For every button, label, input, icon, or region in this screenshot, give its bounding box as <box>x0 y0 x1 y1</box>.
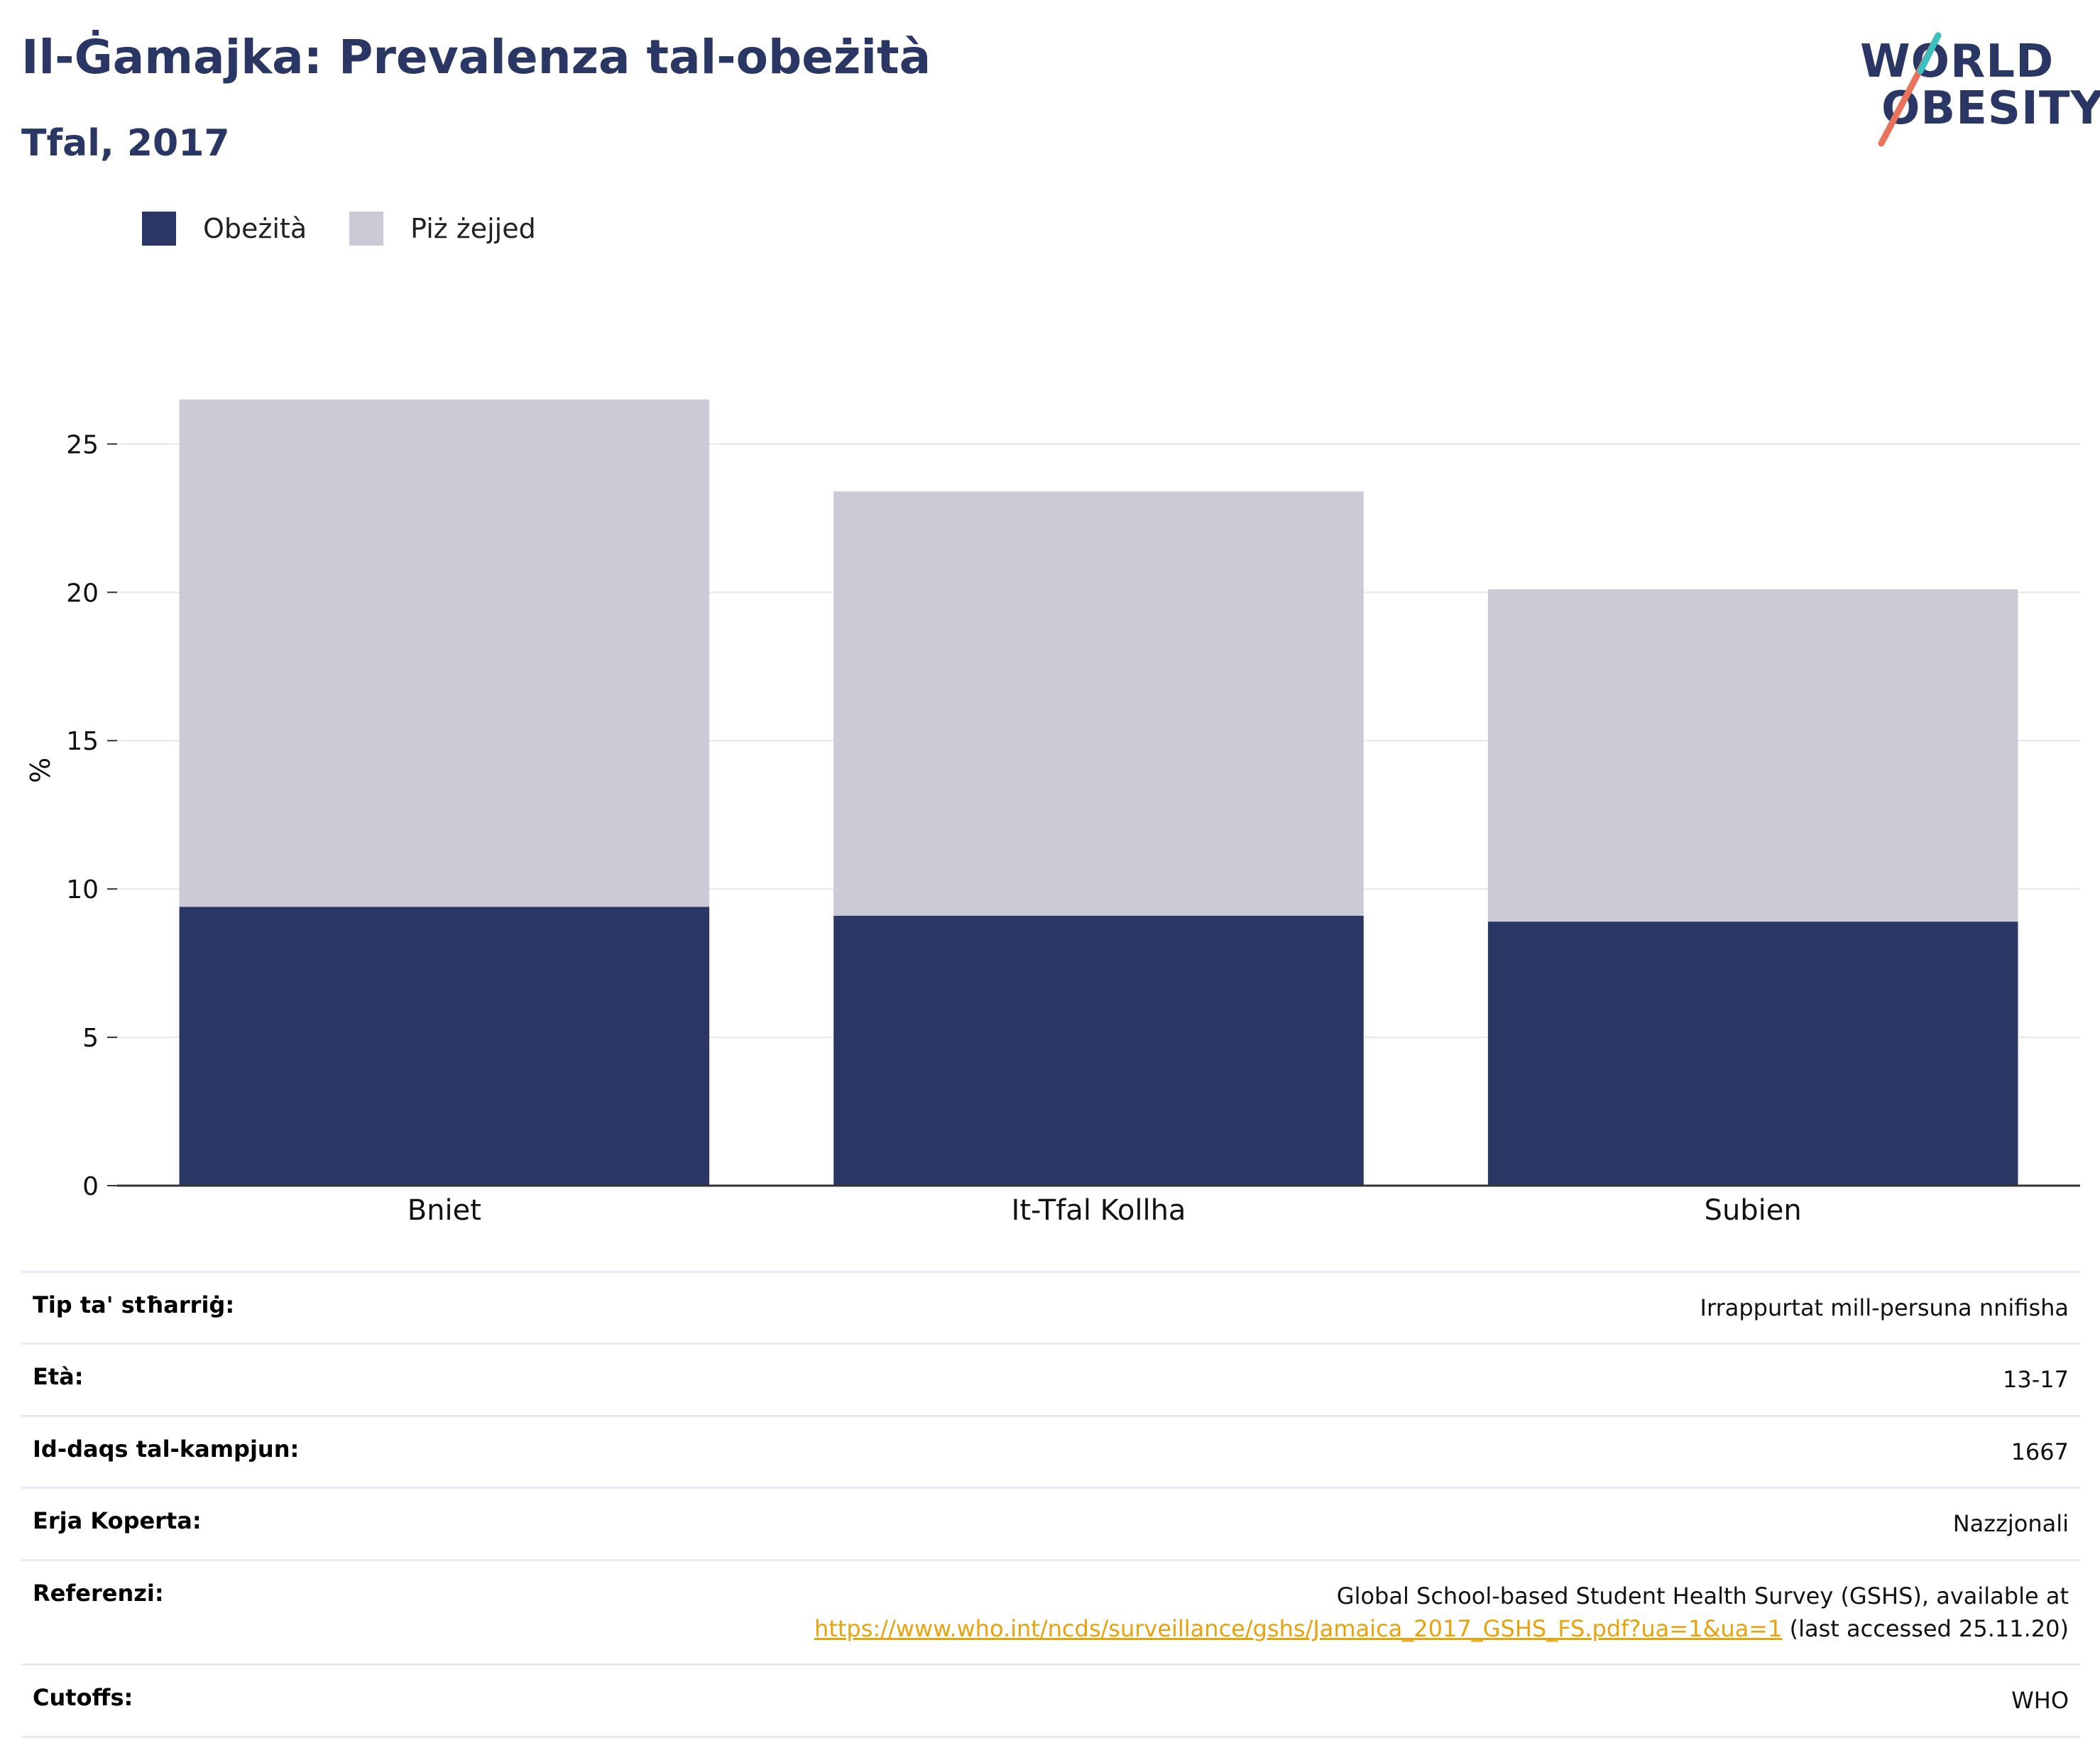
chart-legend: Obeżità Piż żejjed <box>142 212 579 246</box>
y-axis-label: % <box>25 758 56 783</box>
info-value: Irrappurtat mill-persuna nnifisha <box>1700 1294 2069 1321</box>
bar-obesity <box>1487 922 2018 1186</box>
y-tick-label: 15 <box>66 727 99 756</box>
y-tick-label: 10 <box>66 875 99 904</box>
info-value: Global School-based Student Health Surve… <box>814 1580 2069 1646</box>
legend-label-obesity: Obeżità <box>203 213 307 244</box>
chart-subtitle: Tfal, 2017 <box>21 122 230 165</box>
bar-overweight <box>1487 589 2018 922</box>
info-row-cutoffs: Cutoffs: WHO <box>21 1663 2080 1738</box>
info-value: WHO <box>2011 1687 2069 1715</box>
info-row-age: Età: 13-17 <box>21 1343 2080 1414</box>
info-label: Referenzi: <box>33 1579 164 1607</box>
legend-item-obesity: Obeżità <box>142 212 307 246</box>
logo-line1: WORLD <box>1860 35 2055 88</box>
info-value: Nazzjonali <box>1952 1510 2069 1538</box>
legend-label-overweight: Piż żejjed <box>410 213 536 244</box>
x-tick-label: It-Tfal Kollha <box>1012 1194 1186 1227</box>
bar-chart: 0 5 10 15 20 25% Bniet It-Tfal Kollha Subien <box>25 399 2080 1227</box>
bar-obesity <box>179 907 710 1186</box>
info-row-survey-type: Tip ta' stħarriġ: Irrappurtat mill-persu… <box>21 1271 2080 1343</box>
legend-item-overweight: Piż żejjed <box>349 212 536 246</box>
info-label: Tip ta' stħarriġ: <box>33 1291 235 1318</box>
chart-title: Il-Ġamajka: Prevalenza tal-obeżità <box>21 30 931 84</box>
bar-obesity <box>833 915 1364 1186</box>
logo-line2: OBESITY <box>1881 82 2100 135</box>
info-value: 13-17 <box>2003 1366 2069 1394</box>
info-row-references: Referenzi: Global School-based Student H… <box>21 1558 2080 1664</box>
x-tick-label: Bniet <box>408 1194 481 1227</box>
info-label: Erja Koperta: <box>33 1507 202 1535</box>
info-table: Tip ta' stħarriġ: Irrappurtat mill-persu… <box>21 1271 2080 1738</box>
legend-swatch-obesity <box>142 212 176 246</box>
legend-swatch-overweight <box>349 212 384 246</box>
info-label: Età: <box>33 1363 84 1391</box>
x-tick-label: Subien <box>1705 1194 1802 1227</box>
reference-text: Global School-based Student Health Surve… <box>1336 1582 2069 1609</box>
info-row-area-covered: Erja Koperta: Nazzjonali <box>21 1487 2080 1558</box>
info-row-sample-size: Id-daqs tal-kampjun: 1667 <box>21 1414 2080 1487</box>
bar-overweight <box>833 491 1364 916</box>
y-tick-label: 20 <box>66 579 99 608</box>
info-label: Id-daqs tal-kampjun: <box>33 1435 300 1463</box>
y-tick-label: 25 <box>66 430 99 459</box>
reference-link[interactable]: https://www.who.int/ncds/surveillance/gs… <box>814 1614 1783 1642</box>
logo-slash-icon <box>1878 32 1942 147</box>
info-value: 1667 <box>2011 1438 2069 1465</box>
y-tick-label: 0 <box>82 1172 99 1201</box>
world-obesity-logo: WORLD OBESITY <box>1846 21 2100 149</box>
bar-overweight <box>179 399 710 907</box>
info-label: Cutoffs: <box>33 1684 133 1712</box>
reference-accessed: (last accessed 25.11.20) <box>1782 1614 2069 1642</box>
y-tick-label: 5 <box>82 1024 99 1053</box>
